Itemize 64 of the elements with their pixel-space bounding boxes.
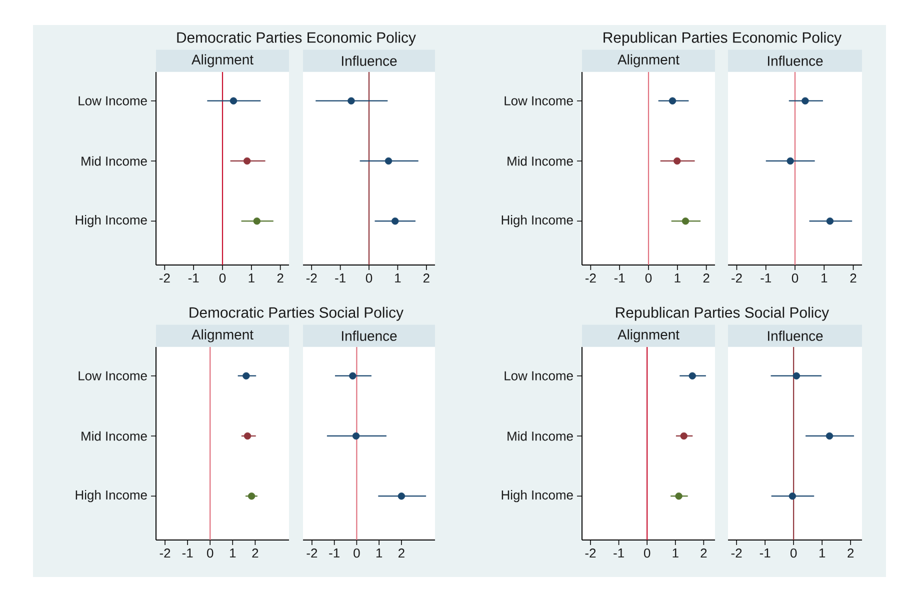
y-tick-label: High Income: [76, 215, 147, 228]
x-tick-label: 1: [819, 548, 826, 558]
x-tick-label: 2: [850, 274, 856, 283]
x-tick-label: 2: [848, 548, 854, 558]
x-tick-label: -2: [732, 274, 742, 283]
x-tick-label: -2: [306, 548, 318, 558]
x-tick-label: -1: [182, 548, 193, 558]
y-tick-label: Low Income: [504, 96, 573, 106]
x-tick-label: 1: [672, 548, 678, 558]
x-tick-label: 1: [822, 274, 828, 282]
x-tick-label: -1: [329, 548, 340, 558]
y-tick-label: High Income: [502, 490, 573, 502]
x-tick-label: 2: [423, 274, 430, 283]
x-tick-label: 1: [376, 548, 382, 558]
x-tick-label: -2: [585, 548, 596, 558]
x-tick-label: -1: [760, 548, 770, 558]
y-tick-label: Mid Income: [82, 431, 147, 441]
x-tick-label: -2: [731, 548, 742, 558]
x-tick-label: 0: [366, 274, 372, 283]
x-tick-label: 0: [354, 548, 360, 558]
x-tick-label: -1: [335, 274, 346, 282]
y-tick-label: Low Income: [504, 371, 573, 380]
y-tick-label: Mid Income: [82, 156, 147, 166]
x-tick-label: 0: [792, 274, 798, 283]
x-tick-label: -1: [614, 548, 624, 558]
x-tick-label: 0: [790, 548, 797, 558]
x-tick-label: 2: [703, 274, 710, 283]
x-tick-label: 2: [252, 548, 258, 558]
x-tick-label: 0: [644, 548, 650, 558]
chart-subtitle: Influence: [342, 56, 397, 66]
y-tick-label: Low Income: [78, 96, 147, 106]
chart-title: Republican Parties Economic Policy: [604, 32, 842, 46]
x-tick-label: 2: [277, 274, 284, 283]
chart-subtitle: Alignment: [618, 54, 680, 68]
y-tick-label: Mid Income: [508, 156, 573, 166]
chart-subtitle: Alignment: [192, 329, 254, 342]
x-tick-label: -2: [160, 548, 170, 558]
y-tick-label: High Income: [76, 490, 147, 502]
x-tick-label: 1: [230, 548, 236, 558]
x-tick-label: 2: [398, 548, 404, 558]
chart-title: Republican Parties Social Policy: [616, 306, 830, 321]
chart-subtitle: Influence: [768, 56, 823, 66]
chart-subtitle: Influence: [342, 330, 397, 341]
x-tick-label: 1: [395, 274, 401, 282]
chart-subtitle: Alignment: [192, 54, 254, 68]
x-tick-label: 1: [248, 274, 254, 282]
x-tick-label: -1: [614, 274, 625, 282]
x-tick-label: -2: [160, 274, 170, 283]
y-tick-label: Mid Income: [508, 431, 573, 441]
x-tick-label: 1: [674, 274, 680, 282]
x-tick-label: -2: [586, 274, 596, 283]
chart-title: Democratic Parties Economic Policy: [177, 32, 416, 46]
x-tick-label: 2: [700, 548, 707, 558]
x-tick-label: -1: [188, 274, 199, 282]
chart-subtitle: Influence: [768, 330, 823, 341]
chart-subtitle: Alignment: [618, 329, 680, 342]
x-tick-label: 0: [219, 274, 226, 283]
chart-title: Democratic Parties Social Policy: [190, 306, 404, 321]
x-tick-label: -1: [760, 274, 772, 282]
y-tick-label: Low Income: [78, 371, 147, 380]
x-tick-label: -2: [306, 274, 317, 283]
y-tick-label: High Income: [502, 215, 573, 228]
x-tick-label: 0: [645, 274, 652, 283]
x-tick-label: 0: [207, 548, 214, 558]
